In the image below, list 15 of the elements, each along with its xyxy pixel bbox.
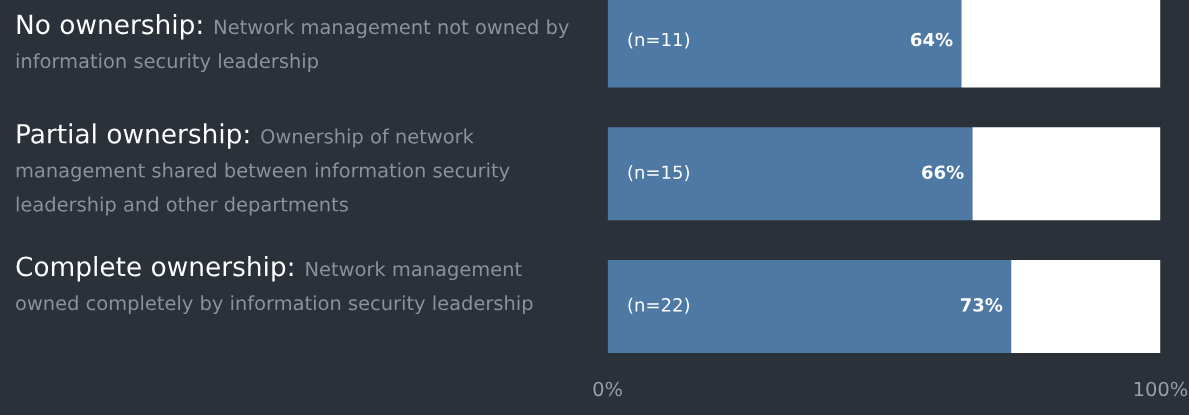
- y-tick-label: Complete ownership: Network management owned completely by information security leadership: [16, 256, 533, 315]
- bar: [972, 127, 1161, 221]
- bar: [1011, 260, 1161, 353]
- bar: [607, 127, 973, 221]
- annotation: (n=15): [628, 165, 690, 182]
- x-tick-label: 0%: [593, 381, 622, 397]
- annotation: (n=11): [628, 32, 690, 49]
- x-tick-label: 100%: [1134, 381, 1188, 397]
- data-label: 73%: [960, 298, 1003, 312]
- data-label: 64%: [911, 32, 953, 47]
- y-tick-label: Partial ownership: Ownership of network management shared between information security leadership and other departments: [16, 123, 510, 216]
- annotation: (n=22): [628, 297, 690, 314]
- data-label: 66%: [922, 165, 964, 180]
- bar: [607, 260, 1012, 353]
- y-tick-label: No ownership: Network management not owned by information security leadership: [16, 13, 569, 73]
